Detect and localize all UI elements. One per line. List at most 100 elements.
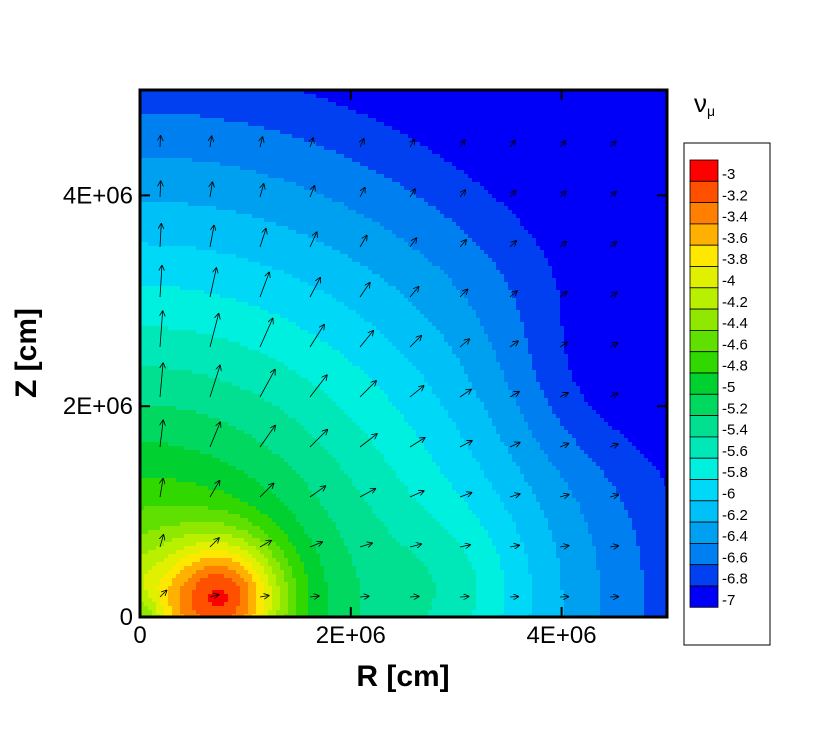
contour-cell	[288, 202, 293, 207]
contour-cell	[528, 150, 533, 155]
contour-cell	[476, 158, 481, 163]
contour-cell	[584, 210, 589, 215]
contour-cell	[628, 142, 633, 147]
contour-cell	[488, 162, 493, 167]
contour-cell	[544, 222, 549, 227]
contour-cell	[328, 186, 333, 191]
contour-cell	[624, 174, 629, 179]
contour-cell	[528, 90, 533, 95]
contour-cell	[400, 138, 405, 143]
contour-cell	[280, 102, 285, 107]
contour-cell	[260, 94, 265, 99]
contour-cell	[208, 238, 213, 243]
contour-cell	[628, 146, 633, 151]
contour-cell	[580, 138, 585, 143]
contour-cell	[304, 142, 309, 147]
contour-cell	[324, 222, 329, 227]
contour-cell	[484, 110, 489, 115]
contour-cell	[236, 126, 241, 131]
contour-cell	[276, 170, 281, 175]
contour-cell	[300, 158, 305, 163]
contour-cell	[572, 94, 577, 99]
contour-cell	[292, 118, 297, 123]
contour-cell	[424, 186, 429, 191]
contour-cell	[288, 178, 293, 183]
contour-cell	[184, 130, 189, 135]
contour-cell	[400, 214, 405, 219]
contour-cell	[616, 154, 621, 159]
contour-cell	[348, 170, 353, 175]
contour-cell	[260, 226, 265, 231]
contour-cell	[396, 186, 401, 191]
contour-cell	[464, 138, 469, 143]
contour-cell	[168, 182, 173, 187]
contour-cell	[488, 150, 493, 155]
contour-cell	[176, 134, 181, 139]
contour-cell	[340, 110, 345, 115]
contour-cell	[404, 198, 409, 203]
contour-cell	[628, 150, 633, 155]
contour-cell	[348, 182, 353, 187]
contour-cell	[652, 110, 657, 115]
contour-cell	[652, 146, 657, 151]
contour-cell	[360, 234, 365, 239]
contour-cell	[428, 238, 433, 243]
contour-cell	[508, 98, 513, 103]
contour-cell	[536, 226, 541, 231]
contour-cell	[416, 98, 421, 103]
contour-cell	[248, 142, 253, 147]
contour-cell	[148, 178, 153, 183]
contour-cell	[188, 106, 193, 111]
contour-cell	[584, 146, 589, 151]
contour-cell	[180, 134, 185, 139]
contour-cell	[152, 106, 157, 111]
contour-cell	[520, 218, 525, 223]
contour-cell	[616, 190, 621, 195]
contour-cell	[180, 210, 185, 215]
contour-cell	[512, 214, 517, 219]
contour-cell	[280, 110, 285, 115]
contour-cell	[364, 94, 369, 99]
contour-cell	[404, 110, 409, 115]
contour-cell	[632, 98, 637, 103]
contour-cell	[312, 190, 317, 195]
contour-cell	[256, 210, 261, 215]
contour-cell	[640, 218, 645, 223]
contour-cell	[524, 118, 529, 123]
contour-cell	[460, 90, 465, 95]
contour-cell	[308, 150, 313, 155]
contour-cell	[256, 150, 261, 155]
contour-cell	[384, 146, 389, 151]
contour-cell	[472, 182, 477, 187]
contour-cell	[256, 130, 261, 135]
contour-cell	[564, 118, 569, 123]
contour-cell	[152, 198, 157, 203]
contour-cell	[368, 190, 373, 195]
contour-cell	[564, 174, 569, 179]
contour-cell	[276, 138, 281, 143]
contour-cell	[556, 186, 561, 191]
contour-cell	[480, 150, 485, 155]
contour-cell	[288, 222, 293, 227]
contour-cell	[196, 162, 201, 167]
contour-cell	[276, 174, 281, 179]
contour-cell	[264, 182, 269, 187]
contour-cell	[528, 158, 533, 163]
contour-cell	[260, 194, 265, 199]
contour-cell	[596, 198, 601, 203]
contour-cell	[608, 98, 613, 103]
contour-cell	[428, 158, 433, 163]
contour-cell	[484, 94, 489, 99]
contour-cell	[324, 110, 329, 115]
contour-cell	[528, 222, 533, 227]
contour-cell	[444, 142, 449, 147]
contour-cell	[616, 174, 621, 179]
contour-cell	[184, 222, 189, 227]
contour-cell	[176, 154, 181, 159]
contour-cell	[412, 214, 417, 219]
contour-cell	[376, 158, 381, 163]
contour-cell	[420, 178, 425, 183]
contour-cell	[644, 178, 649, 183]
contour-cell	[500, 114, 505, 119]
contour-cell	[636, 122, 641, 127]
